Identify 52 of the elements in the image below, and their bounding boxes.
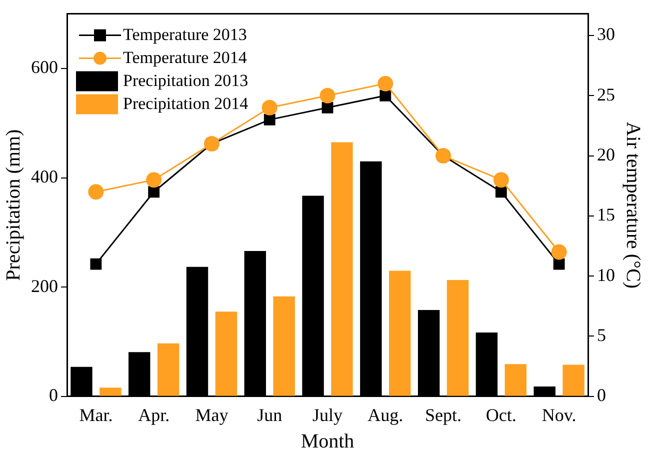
bar <box>273 296 295 396</box>
bar <box>504 364 526 396</box>
x-tick-label: May <box>195 404 228 425</box>
bar <box>389 270 411 396</box>
x-tick-label: July <box>312 404 343 425</box>
y2-tick-label: 10 <box>597 264 615 285</box>
point <box>322 102 334 114</box>
x-tick-label: Aug. <box>368 404 404 425</box>
point <box>495 186 507 198</box>
y2-axis-title: Air temperature (°C) <box>622 122 644 289</box>
y2-tick-label: 25 <box>597 84 615 104</box>
point <box>320 88 336 104</box>
y2-tick-label: 0 <box>597 385 606 406</box>
y2-tick-label: 5 <box>597 324 606 345</box>
point <box>148 186 160 198</box>
point <box>380 90 392 102</box>
x-tick-label: Oct. <box>486 404 516 425</box>
point <box>262 100 278 116</box>
x-axis-title: Month <box>300 430 354 452</box>
x-tick-label: Mar. <box>79 404 113 425</box>
point <box>90 258 102 270</box>
point <box>204 136 220 152</box>
bar <box>100 388 122 396</box>
y2-tick-label: 15 <box>597 204 615 225</box>
y2-tick-label: 20 <box>597 144 615 165</box>
point <box>88 184 104 200</box>
point <box>264 114 276 126</box>
x-tick-label: Nov. <box>542 404 576 425</box>
bar <box>446 280 469 396</box>
legend-label: Precipitation 2013 <box>123 70 248 90</box>
bar <box>562 364 584 396</box>
x-tick-label: Apr. <box>138 404 170 425</box>
point <box>378 76 394 92</box>
bar <box>157 343 180 396</box>
point <box>436 148 452 164</box>
bar <box>331 142 353 396</box>
y-tick-label: 0 <box>49 385 58 406</box>
y-tick-label: 600 <box>31 57 58 78</box>
y-axis-title: Precipitation (mm) <box>2 129 24 281</box>
point <box>493 172 509 188</box>
x-tick-label: Sept. <box>425 404 462 425</box>
legend-label: Temperature 2013 <box>123 24 247 44</box>
x-tick-label: Jun <box>257 404 282 425</box>
legend-label: Temperature 2014 <box>123 48 248 67</box>
bar <box>215 312 238 396</box>
y-tick-label: 400 <box>31 166 58 187</box>
point <box>551 244 567 260</box>
point <box>553 258 565 270</box>
y-tick-label: 200 <box>31 276 58 296</box>
y2-tick-label: 30 <box>597 24 615 44</box>
point <box>146 172 162 188</box>
legend-label: Precipitation 2014 <box>123 94 249 113</box>
